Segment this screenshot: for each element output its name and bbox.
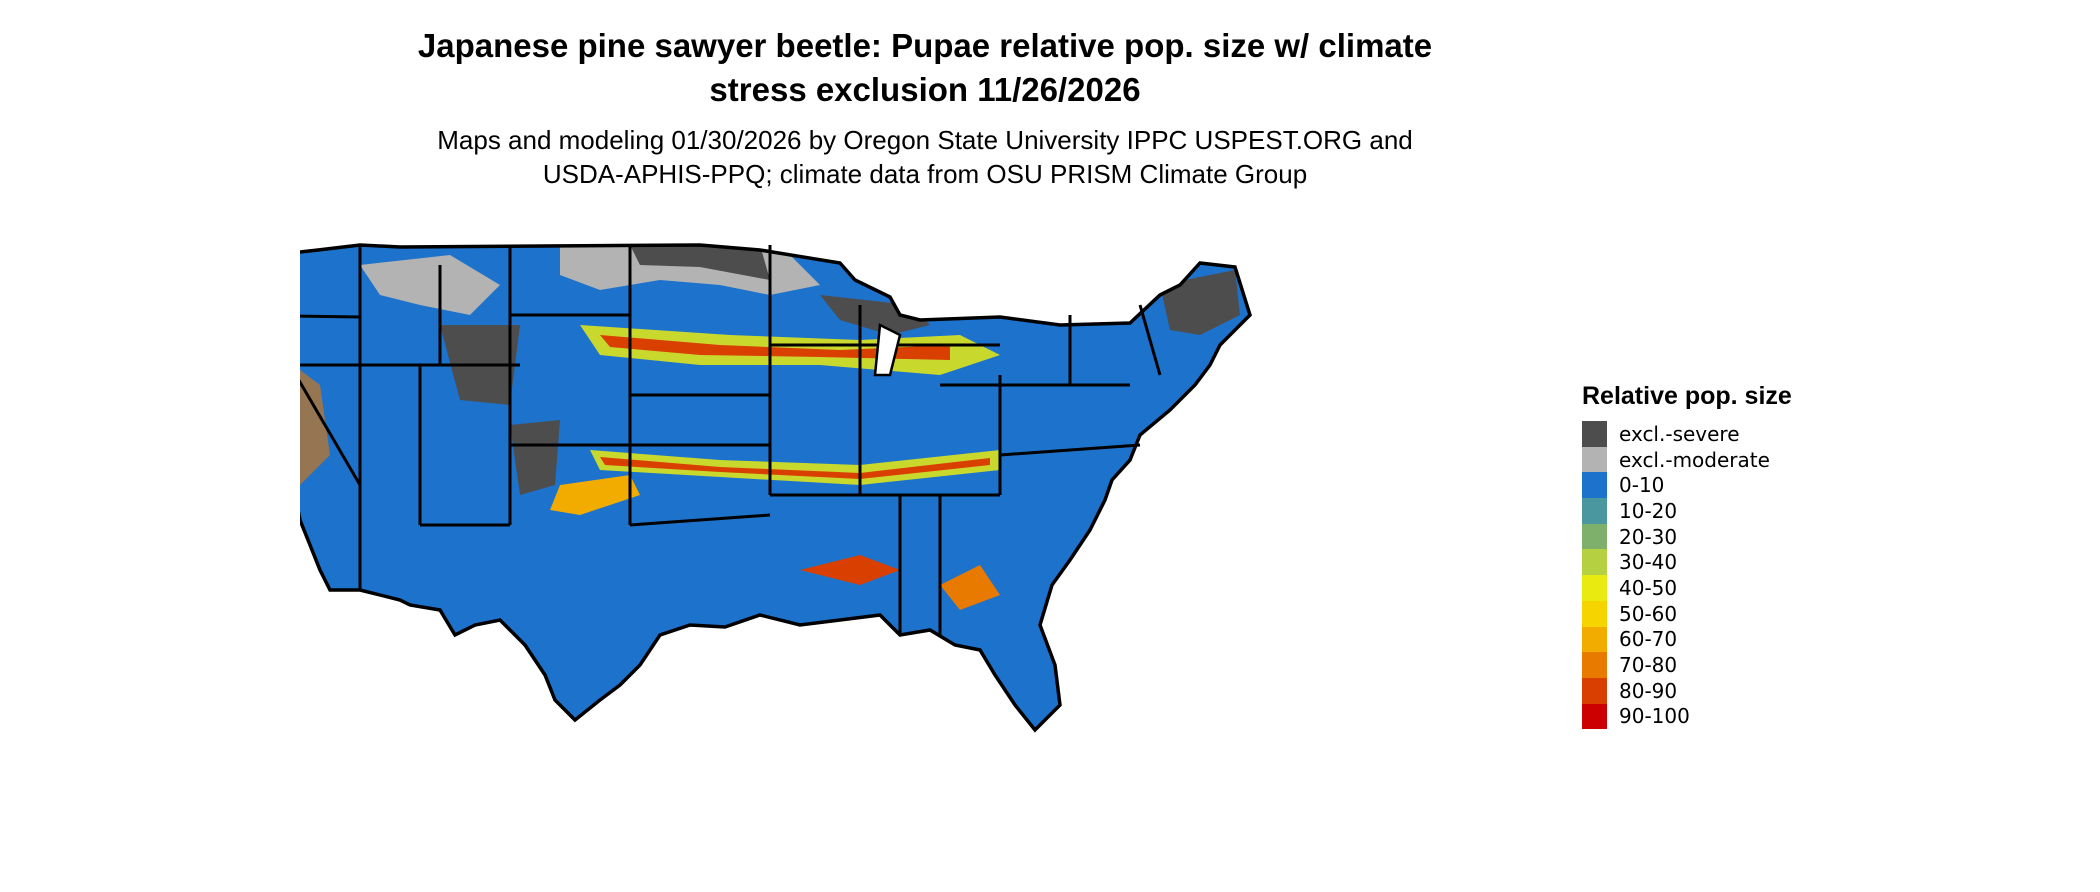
band-florida-orange <box>940 565 1000 610</box>
population-layer <box>300 245 1250 730</box>
state-borders <box>300 245 1162 635</box>
pop-0-10-area <box>300 245 1250 730</box>
legend-label: 80-90 <box>1619 678 1678 703</box>
legend: Relative pop. size excl.-severe excl.-mo… <box>1582 382 1792 730</box>
legend-swatch <box>1582 652 1607 678</box>
legend-item-20-30: 20-30 <box>1582 523 1792 550</box>
band-gulf-red <box>800 555 900 585</box>
legend-swatch <box>1582 446 1607 473</box>
band-south-red <box>600 457 990 479</box>
excl-severe-colorado <box>510 420 560 495</box>
legend-item-80-90: 80-90 <box>1582 677 1792 704</box>
legend-swatch <box>1582 498 1607 524</box>
legend-swatch <box>1582 600 1607 627</box>
legend-swatch <box>1582 421 1607 447</box>
legend-label: 0-10 <box>1619 473 1665 498</box>
map-title: Japanese pine sawyer beetle: Pupae relat… <box>360 24 1490 112</box>
legend-items: excl.-severe excl.-moderate 0-10 10-20 2… <box>1582 421 1792 730</box>
band-north-red <box>600 335 950 360</box>
map-subtitle-line-1: Maps and modeling 01/30/2026 by Oregon S… <box>437 125 1413 155</box>
legend-item-50-60: 50-60 <box>1582 600 1792 627</box>
legend-label: excl.-moderate <box>1619 447 1770 472</box>
excl-severe-north <box>630 245 770 280</box>
legend-label: 70-80 <box>1619 653 1678 678</box>
band-texas-orange <box>550 475 640 515</box>
legend-label: excl.-severe <box>1619 421 1740 446</box>
legend-item-60-70: 60-70 <box>1582 626 1792 653</box>
map-subtitle: Maps and modeling 01/30/2026 by Oregon S… <box>360 123 1490 191</box>
map-title-line-1: Japanese pine sawyer beetle: Pupae relat… <box>417 27 1433 64</box>
legend-title: Relative pop. size <box>1582 382 1792 410</box>
legend-swatch <box>1582 703 1607 730</box>
legend-swatch <box>1582 626 1607 653</box>
map-title-line-2: stress exclusion 11/26/2026 <box>709 71 1141 108</box>
legend-label: 20-30 <box>1619 524 1678 549</box>
legend-label: 10-20 <box>1619 498 1678 523</box>
map-subtitle-line-2: USDA-APHIS-PPQ; climate data from OSU PR… <box>542 159 1308 189</box>
legend-label: 90-100 <box>1619 704 1690 729</box>
legend-item-excl-moderate: excl.-moderate <box>1582 446 1792 473</box>
legend-item-70-80: 70-80 <box>1582 652 1792 678</box>
legend-item-90-100: 90-100 <box>1582 703 1792 730</box>
legend-label: 30-40 <box>1619 550 1678 575</box>
us-map <box>300 243 1252 733</box>
excl-moderate-rockies <box>360 255 500 315</box>
legend-swatch <box>1582 677 1607 704</box>
national-border <box>300 243 1252 733</box>
band-south-yellow <box>590 450 1000 485</box>
legend-label: 40-50 <box>1619 575 1678 600</box>
legend-item-40-50: 40-50 <box>1582 575 1792 601</box>
legend-swatch <box>1582 472 1607 499</box>
legend-swatch <box>1582 549 1607 576</box>
legend-swatch <box>1582 575 1607 601</box>
legend-item-excl-severe: excl.-severe <box>1582 421 1792 447</box>
legend-item-10-20: 10-20 <box>1582 498 1792 524</box>
legend-label: 50-60 <box>1619 601 1678 626</box>
legend-item-0-10: 0-10 <box>1582 472 1792 499</box>
legend-label: 60-70 <box>1619 627 1678 652</box>
legend-item-30-40: 30-40 <box>1582 549 1792 576</box>
legend-swatch <box>1582 523 1607 550</box>
lake-michigan <box>873 323 902 377</box>
band-west-orange <box>300 355 330 485</box>
